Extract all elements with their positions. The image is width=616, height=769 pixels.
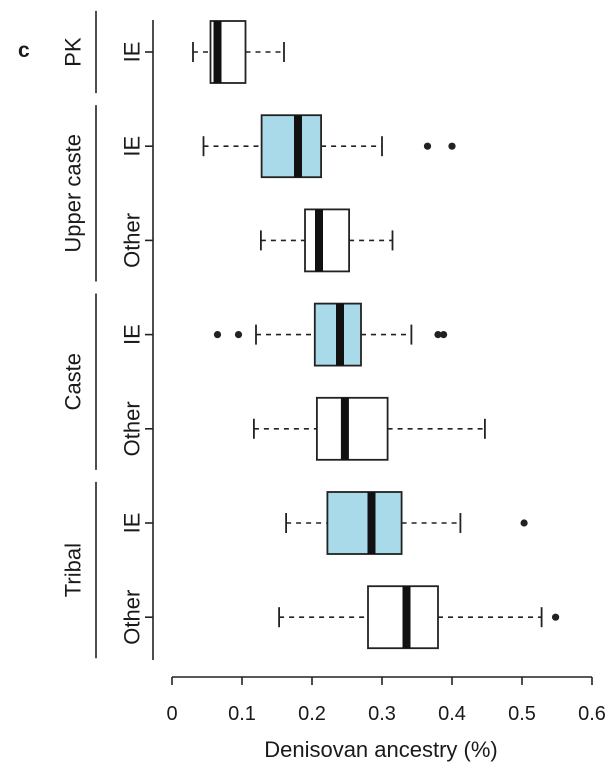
median-line (336, 303, 344, 366)
group-label: Caste (61, 353, 86, 410)
x-tick-label: 0.4 (438, 703, 466, 725)
box-tribal-other (278, 585, 560, 650)
outlier-point (434, 331, 442, 339)
row-label: IE (120, 324, 145, 345)
outlier-point (423, 142, 432, 150)
outlier-point (234, 331, 243, 339)
outlier-point (213, 331, 222, 339)
row-label: IE (120, 513, 145, 534)
median-line (315, 209, 323, 272)
x-tick-label: 0 (166, 703, 177, 725)
group-label: Upper caste (61, 134, 86, 253)
outlier-point (440, 331, 448, 339)
group-labels: PK Upper caste Caste Tribal (61, 10, 97, 659)
row-label: Other (120, 401, 145, 456)
box-tribal-ie (285, 491, 528, 555)
row-label: IE (120, 136, 145, 157)
outlier-point (448, 142, 456, 150)
box-pk-ie (192, 20, 285, 84)
group-label: Tribal (61, 543, 86, 597)
row-label: Other (120, 590, 145, 645)
x-tick-label: 0.3 (368, 703, 396, 725)
group-label: PK (61, 37, 86, 67)
iqr-box (304, 208, 350, 273)
outlier-point (520, 519, 528, 527)
x-tick-label: 0.5 (508, 703, 536, 725)
row-labels: IE IE Other IE Other IE Other (120, 42, 145, 645)
box-upper-caste-ie (202, 114, 456, 179)
iqr-box (315, 396, 389, 461)
median-line (402, 586, 411, 649)
box-upper-caste-other (259, 208, 394, 273)
x-tick-label: 0.2 (298, 703, 326, 725)
iqr-box (260, 114, 323, 179)
row-label: IE (120, 42, 145, 63)
boxes (192, 20, 560, 650)
x-ticks: 0 0.1 0.2 0.3 0.4 0.5 0.6 (166, 677, 606, 725)
iqr-box (326, 491, 403, 555)
median-line (213, 21, 222, 83)
row-label: Other (120, 213, 145, 268)
outlier-point (552, 613, 560, 621)
median-line (367, 492, 376, 554)
box-caste-ie (213, 302, 448, 367)
axes (145, 20, 592, 678)
x-tick-label: 0.1 (228, 703, 256, 725)
median-line (294, 115, 302, 178)
median-line (340, 397, 349, 460)
x-axis-title: Denisovan ancestry (%) (264, 737, 498, 762)
panel-label: c (18, 39, 30, 62)
x-tick-label: 0.6 (578, 703, 606, 725)
box-caste-other (252, 396, 486, 461)
